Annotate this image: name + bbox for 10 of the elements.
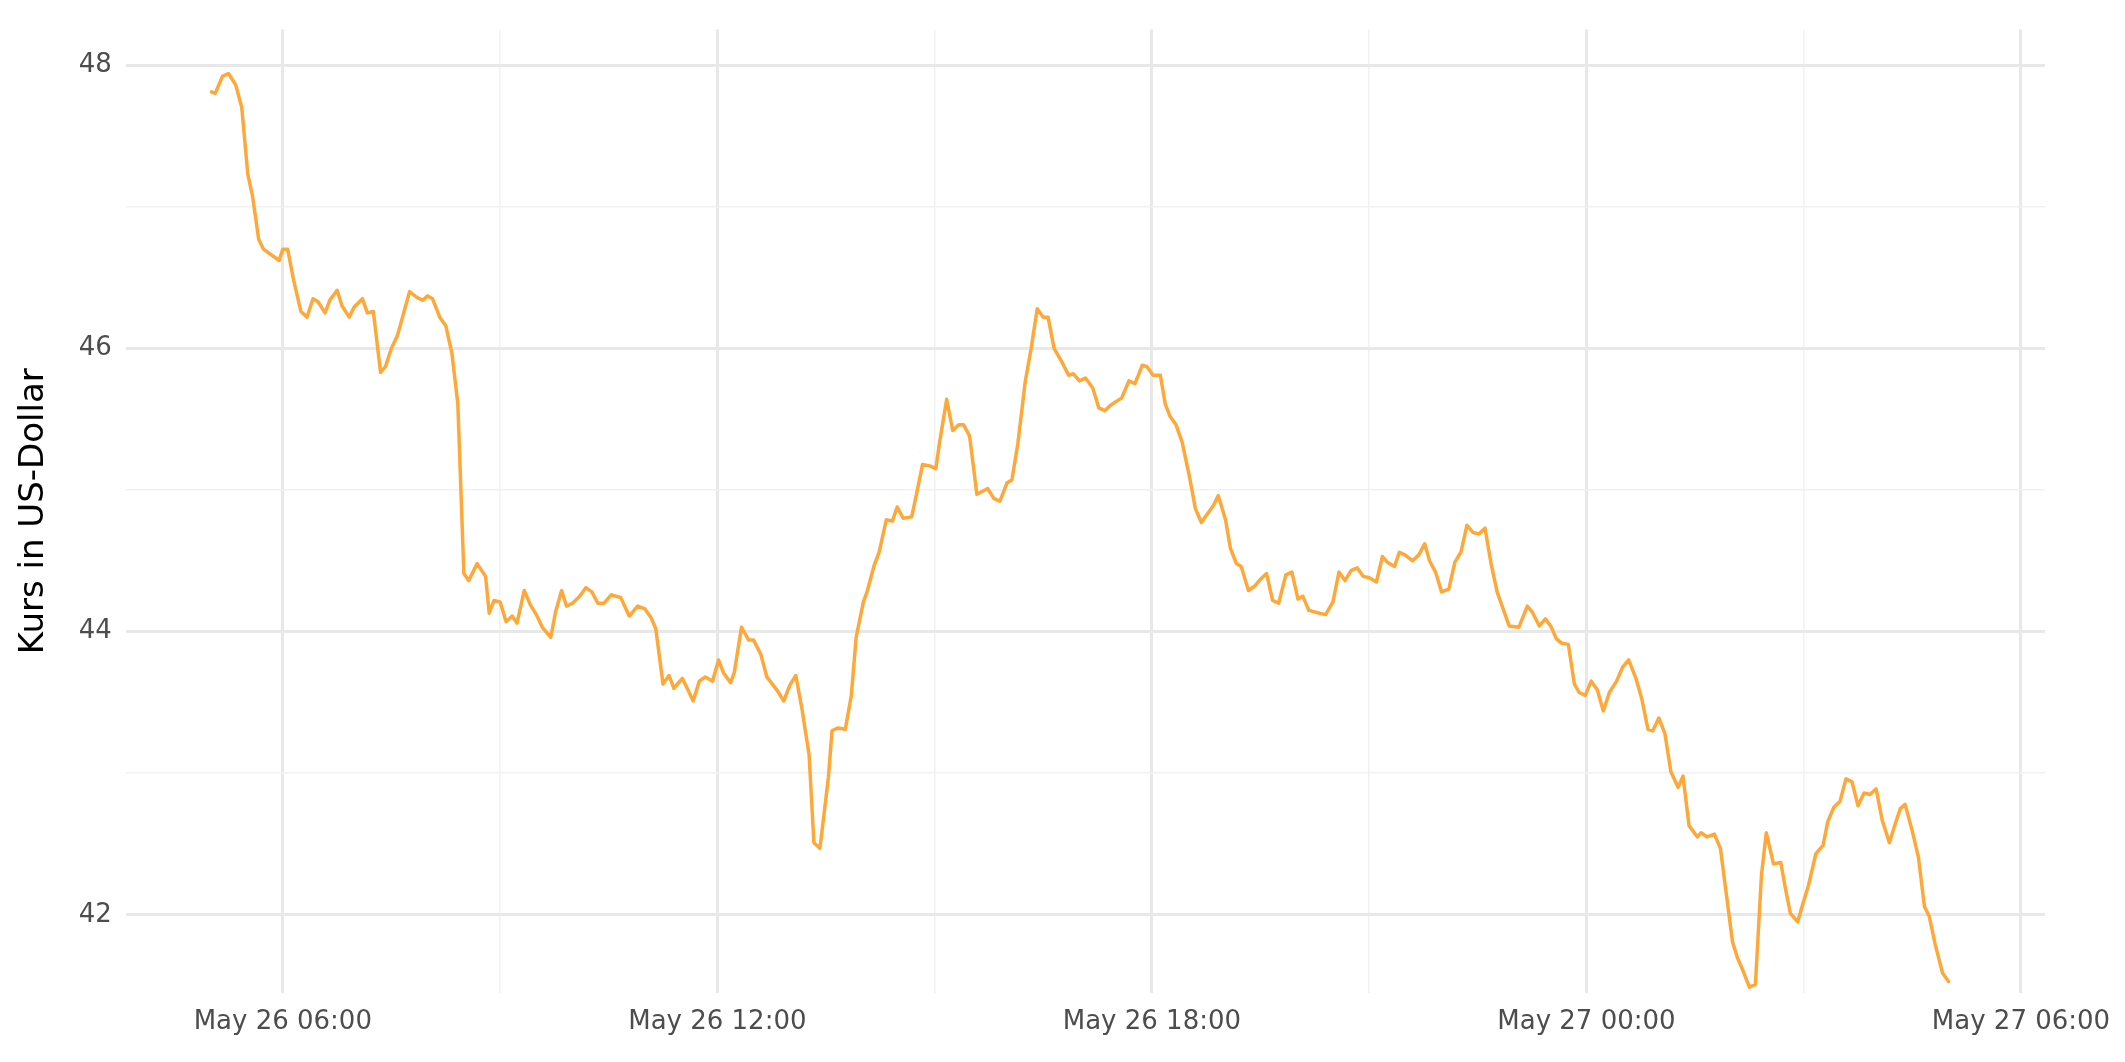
y-axis-title: Kurs in US-Dollar <box>11 368 52 655</box>
y-tick-label: 44 <box>78 614 112 645</box>
x-tick-label: May 26 06:00 <box>193 1005 372 1036</box>
y-tick-label: 46 <box>78 331 112 362</box>
x-tick-label: May 27 00:00 <box>1497 1005 1676 1036</box>
x-tick-label: May 27 06:00 <box>1931 1005 2111 1036</box>
x-tick-label: May 26 12:00 <box>628 1005 807 1036</box>
y-tick-label: 42 <box>78 897 112 928</box>
y-tick-label: 48 <box>78 47 112 78</box>
x-tick-label: May 26 18:00 <box>1062 1005 1242 1036</box>
